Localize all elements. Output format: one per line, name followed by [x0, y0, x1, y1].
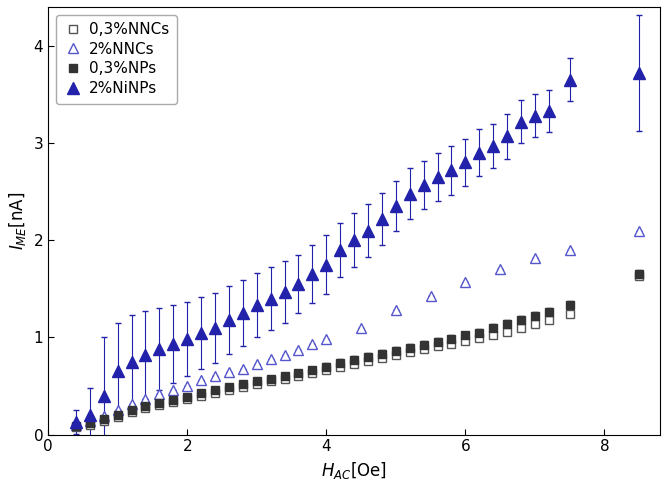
Y-axis label: $I_{ME}$[nA]: $I_{ME}$[nA]	[7, 192, 28, 250]
X-axis label: $H_{AC}$[Oe]: $H_{AC}$[Oe]	[321, 460, 387, 481]
Legend: 0,3%NNCs, 2%NNCs, 0,3%NPs, 2%NiNPs: 0,3%NNCs, 2%NNCs, 0,3%NPs, 2%NiNPs	[56, 15, 177, 103]
